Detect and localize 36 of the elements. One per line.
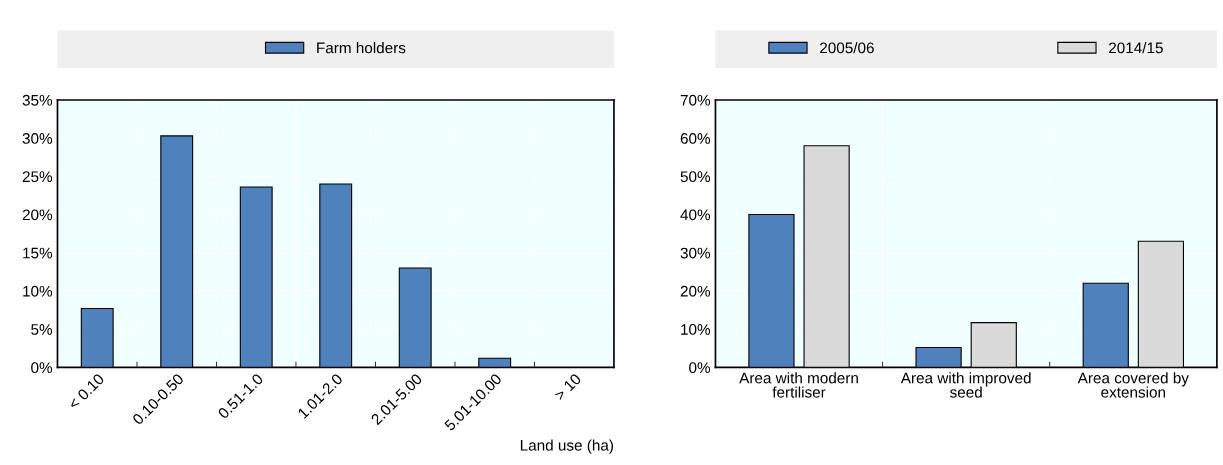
y-tick-label: 10% <box>681 324 711 335</box>
x-tick-label: Area with modern fertiliser <box>739 372 858 398</box>
bar <box>1137 240 1185 368</box>
bar <box>239 186 273 368</box>
bar <box>160 135 194 368</box>
y-tick-label: 20% <box>22 209 53 221</box>
bar <box>915 346 962 368</box>
y-tick-label: 20% <box>680 285 711 297</box>
y-tick-label: 50% <box>680 171 711 183</box>
bar <box>319 183 353 368</box>
y-tick-label: 5% <box>31 324 53 335</box>
bar <box>478 357 512 368</box>
bar <box>80 307 114 368</box>
x-axis-title: Land use (ha) <box>520 439 614 454</box>
bar <box>748 214 795 368</box>
x-tick-label: Area covered by extension <box>1077 372 1189 398</box>
y-tick-label: 35% <box>22 94 53 106</box>
bar <box>398 267 432 368</box>
legend-label: Farm holders <box>317 42 406 54</box>
legend-label: 2005/06 <box>820 42 874 54</box>
y-tick-label: 40% <box>680 209 711 221</box>
y-tick-label: 10% <box>23 285 53 297</box>
y-tick-label: 15% <box>23 247 53 259</box>
bar <box>970 322 1017 368</box>
y-tick-label: 0% <box>31 362 53 374</box>
y-tick-label: 30% <box>22 133 53 144</box>
bar <box>803 145 850 368</box>
y-tick-label: 60% <box>680 133 711 144</box>
y-tick-label: 0% <box>689 362 711 374</box>
y-tick-label: 30% <box>680 247 711 259</box>
legend-label: 2014/15 <box>1109 42 1163 54</box>
y-tick-label: 25% <box>22 171 53 183</box>
bar <box>1082 282 1129 368</box>
x-tick-label: Area with improved seed <box>900 372 1031 398</box>
y-tick-label: 70% <box>680 94 711 106</box>
x-tick-label: > 10 <box>553 372 582 401</box>
